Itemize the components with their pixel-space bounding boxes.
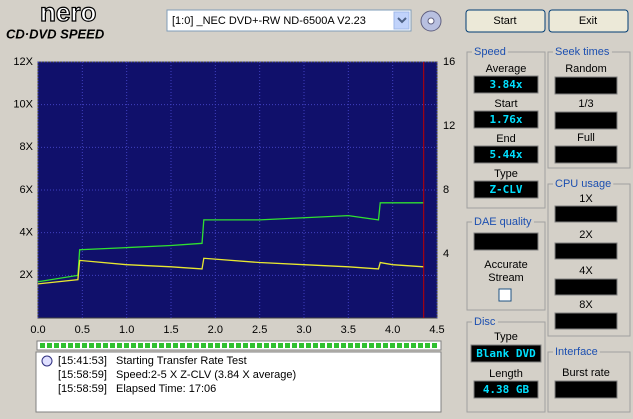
drive-select[interactable] — [166, 9, 412, 32]
x-tick-label: 0.0 — [30, 324, 45, 336]
label: Accurate — [484, 259, 527, 271]
y-tick-label: 8X — [20, 141, 34, 153]
group-title: Seek times — [555, 46, 610, 58]
label: 2X — [579, 229, 593, 241]
data-line — [37, 202, 424, 283]
log-time: [15:58:59] — [58, 383, 107, 395]
chart: 0.0 0.5 1.0 1.5 2.0 2.5 3.0 3.5 4.0 4.5 2X 4X 6X 8X 10… — [13, 56, 455, 336]
x-tick-label: 4.5 — [429, 324, 444, 336]
title-bg — [553, 45, 612, 58]
group-title: CPU usage — [555, 178, 611, 190]
x-tick-label: 0.5 — [75, 324, 90, 336]
log-text: Elapsed Time: 17:06 — [116, 383, 216, 395]
value-box — [470, 344, 542, 363]
logo: nero — [40, 0, 96, 27]
value: Z-CLV — [489, 183, 522, 196]
label: 8X — [579, 299, 593, 311]
value-box — [473, 232, 539, 251]
value-box — [554, 312, 618, 330]
value-box — [554, 111, 618, 130]
label: Burst rate — [562, 367, 610, 379]
x-tick-label: 2.5 — [252, 324, 267, 336]
value: 3.84x — [489, 78, 522, 91]
log-box — [35, 351, 442, 413]
group-title: DAE quality — [474, 216, 532, 228]
log-text: Speed:2-5 X Z-CLV (3.84 X average) — [116, 369, 296, 381]
y-tick-label: 6X — [20, 184, 34, 196]
checkbox[interactable] — [498, 288, 512, 302]
label: Average — [486, 63, 527, 75]
logo-subtitle: CD·DVD SPEED — [6, 26, 105, 41]
y-tick-label: 12X — [13, 56, 33, 68]
start-button[interactable] — [465, 9, 546, 33]
value-box — [554, 76, 618, 95]
label: Stream — [488, 272, 523, 284]
label: Type — [494, 331, 518, 343]
value: 1.76x — [489, 113, 522, 126]
log-time: [15:41:53] — [58, 355, 107, 367]
group-title: Interface — [555, 346, 598, 358]
title-bg — [472, 45, 508, 58]
value-box — [473, 380, 539, 399]
value: 4.38 GB — [483, 383, 530, 396]
y-tick-label: 2X — [20, 269, 34, 281]
label: Full — [577, 132, 595, 144]
title-bg — [472, 215, 534, 228]
value: 5.44x — [489, 148, 522, 161]
value-box — [473, 75, 539, 94]
log-text: Starting Transfer Rate Test — [116, 355, 247, 367]
value-box — [554, 205, 618, 223]
x-tick-label: 3.5 — [341, 324, 356, 336]
log: [15:41:53] Starting Transfer Rate Test [15… — [58, 355, 296, 395]
disc-group — [466, 321, 546, 413]
value-box — [554, 145, 618, 164]
value-box — [554, 380, 618, 399]
label: 1X — [579, 193, 593, 205]
label: Length — [489, 368, 523, 380]
group-title: Speed — [474, 46, 506, 58]
title-bg — [553, 345, 600, 358]
x-tick-label: 4.0 — [385, 324, 400, 336]
value: Blank DVD — [476, 347, 536, 360]
x-tick-label: 1.0 — [119, 324, 134, 336]
label: Type — [494, 168, 518, 180]
y-tick-label: 10X — [13, 99, 33, 111]
value-box — [554, 242, 618, 260]
value-box — [554, 278, 618, 296]
label: 1/3 — [578, 98, 593, 110]
log-icon — [41, 355, 53, 367]
label: Start — [494, 98, 517, 110]
y2-tick-label: 12 — [443, 120, 455, 132]
value-box — [473, 145, 539, 164]
drive-label: [1:0] _NEC DVD+-RW ND-6500A V2.23 — [172, 15, 366, 27]
x-tick-label: 3.0 — [296, 324, 311, 336]
y2-tick-label: 4 — [443, 248, 449, 260]
title-bg — [472, 315, 498, 328]
log-time: [15:58:59] — [58, 369, 107, 381]
group-title: Disc — [474, 316, 496, 328]
arrow-glyph — [397, 17, 407, 24]
exit-button[interactable] — [548, 9, 629, 33]
disc-hole — [427, 17, 435, 25]
x-tick-label: 1.5 — [163, 324, 178, 336]
y2-tick-label: 16 — [443, 56, 455, 68]
x-tick-label: 2.0 — [208, 324, 223, 336]
exit-button-label: Exit — [579, 15, 597, 27]
label: Random — [565, 63, 607, 75]
value-box — [473, 110, 539, 129]
y-tick-label: 4X — [20, 227, 34, 239]
label: 4X — [579, 265, 593, 277]
data-line — [37, 257, 424, 285]
title-bg — [553, 177, 614, 190]
start-button-label: Start — [493, 15, 516, 27]
label: End — [496, 133, 516, 145]
y2-tick-label: 8 — [443, 184, 449, 196]
value-box — [473, 180, 539, 199]
